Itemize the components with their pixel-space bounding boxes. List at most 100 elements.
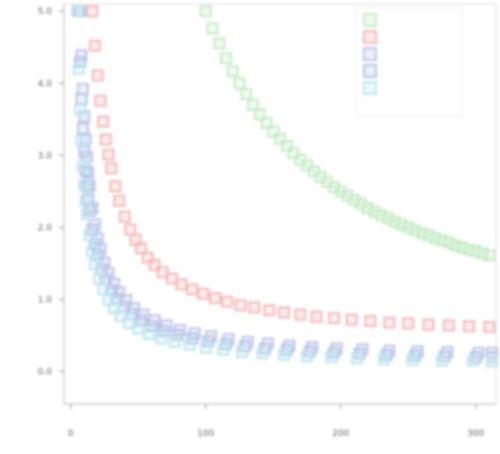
data-point — [209, 292, 222, 305]
data-point — [483, 249, 496, 262]
axes-layer: 0 100 200 300 0.0 1.0 2.0 3.0 4.0 5.0 — [38, 4, 496, 439]
data-point — [476, 247, 489, 260]
x-tick-label: 100 — [197, 429, 214, 439]
data-point — [449, 239, 462, 252]
data-point — [186, 332, 199, 345]
data-point — [260, 116, 273, 129]
data-point — [81, 180, 93, 193]
data-point — [402, 317, 415, 330]
data-point — [287, 147, 300, 160]
data-point — [155, 332, 168, 345]
data-point — [377, 353, 390, 366]
data-point — [234, 299, 247, 312]
data-point — [395, 218, 408, 231]
data-point — [469, 245, 482, 258]
data-point — [76, 122, 89, 135]
data-point — [145, 320, 158, 333]
data-point — [81, 208, 93, 221]
data-point — [199, 5, 212, 18]
data-point — [71, 5, 84, 18]
data-point — [388, 215, 401, 228]
series-2 — [86, 5, 496, 333]
data-point — [325, 351, 338, 364]
legend — [355, 7, 463, 117]
data-point — [368, 205, 381, 218]
legend-entry-3 — [363, 47, 377, 61]
data-point — [93, 272, 106, 285]
data-point — [76, 159, 89, 172]
data-point — [463, 243, 475, 256]
data-point — [278, 349, 291, 361]
data-point — [171, 328, 184, 341]
data-point — [86, 245, 99, 258]
data-point — [134, 242, 147, 255]
data-point — [74, 55, 87, 68]
data-point — [75, 93, 88, 106]
y-tick-label: 2.0 — [38, 223, 53, 233]
data-point — [278, 306, 291, 319]
data-point — [97, 115, 110, 128]
series-1 — [199, 5, 496, 262]
legend-marker — [363, 81, 377, 95]
data-point — [467, 354, 480, 367]
data-point — [469, 351, 482, 364]
data-point — [141, 251, 154, 264]
data-point — [186, 283, 199, 296]
data-point — [102, 148, 115, 161]
data-point — [456, 241, 469, 254]
y-tick-label: 1.0 — [38, 295, 53, 305]
data-point — [109, 180, 122, 193]
data-point — [382, 212, 394, 225]
data-point — [240, 88, 253, 101]
data-point — [248, 301, 261, 314]
data-point — [483, 320, 496, 333]
data-point — [113, 194, 126, 207]
data-point — [89, 258, 101, 271]
data-point — [233, 77, 246, 90]
x-tick-label: 0 — [68, 429, 74, 439]
data-point — [157, 325, 170, 338]
data-point — [75, 49, 88, 62]
data-point — [124, 223, 137, 236]
legend-entry-4 — [363, 64, 377, 78]
data-point — [108, 302, 120, 315]
data-point — [280, 140, 293, 152]
data-point — [82, 193, 95, 206]
data-point — [429, 232, 442, 245]
data-point — [217, 343, 230, 356]
data-point — [310, 310, 323, 323]
data-point — [72, 62, 85, 75]
data-point — [83, 229, 96, 242]
data-point — [105, 162, 118, 175]
data-point — [91, 69, 104, 82]
data-point — [485, 355, 498, 368]
data-point — [406, 354, 419, 366]
legend-entry-2 — [363, 30, 377, 44]
data-point — [463, 320, 475, 333]
data-point — [383, 316, 396, 329]
data-point — [114, 310, 127, 323]
data-point — [274, 132, 286, 145]
data-point — [267, 125, 280, 138]
data-point — [206, 22, 219, 35]
data-point — [74, 103, 87, 116]
data-point — [132, 323, 145, 335]
legend-entry-1 — [363, 13, 377, 27]
data-point — [436, 354, 448, 367]
data-point — [263, 304, 276, 317]
data-point — [202, 335, 215, 348]
data-point — [78, 178, 91, 191]
data-point — [402, 221, 415, 234]
data-point — [148, 258, 161, 271]
legend-marker — [363, 64, 377, 78]
data-point — [168, 336, 181, 348]
series-5 — [71, 5, 498, 368]
data-point — [294, 308, 307, 321]
data-point — [415, 227, 428, 240]
y-tick-label: 3.0 — [38, 151, 53, 161]
data-point — [175, 278, 188, 291]
data-point — [422, 229, 435, 242]
data-point — [221, 295, 234, 308]
data-point — [213, 37, 226, 50]
